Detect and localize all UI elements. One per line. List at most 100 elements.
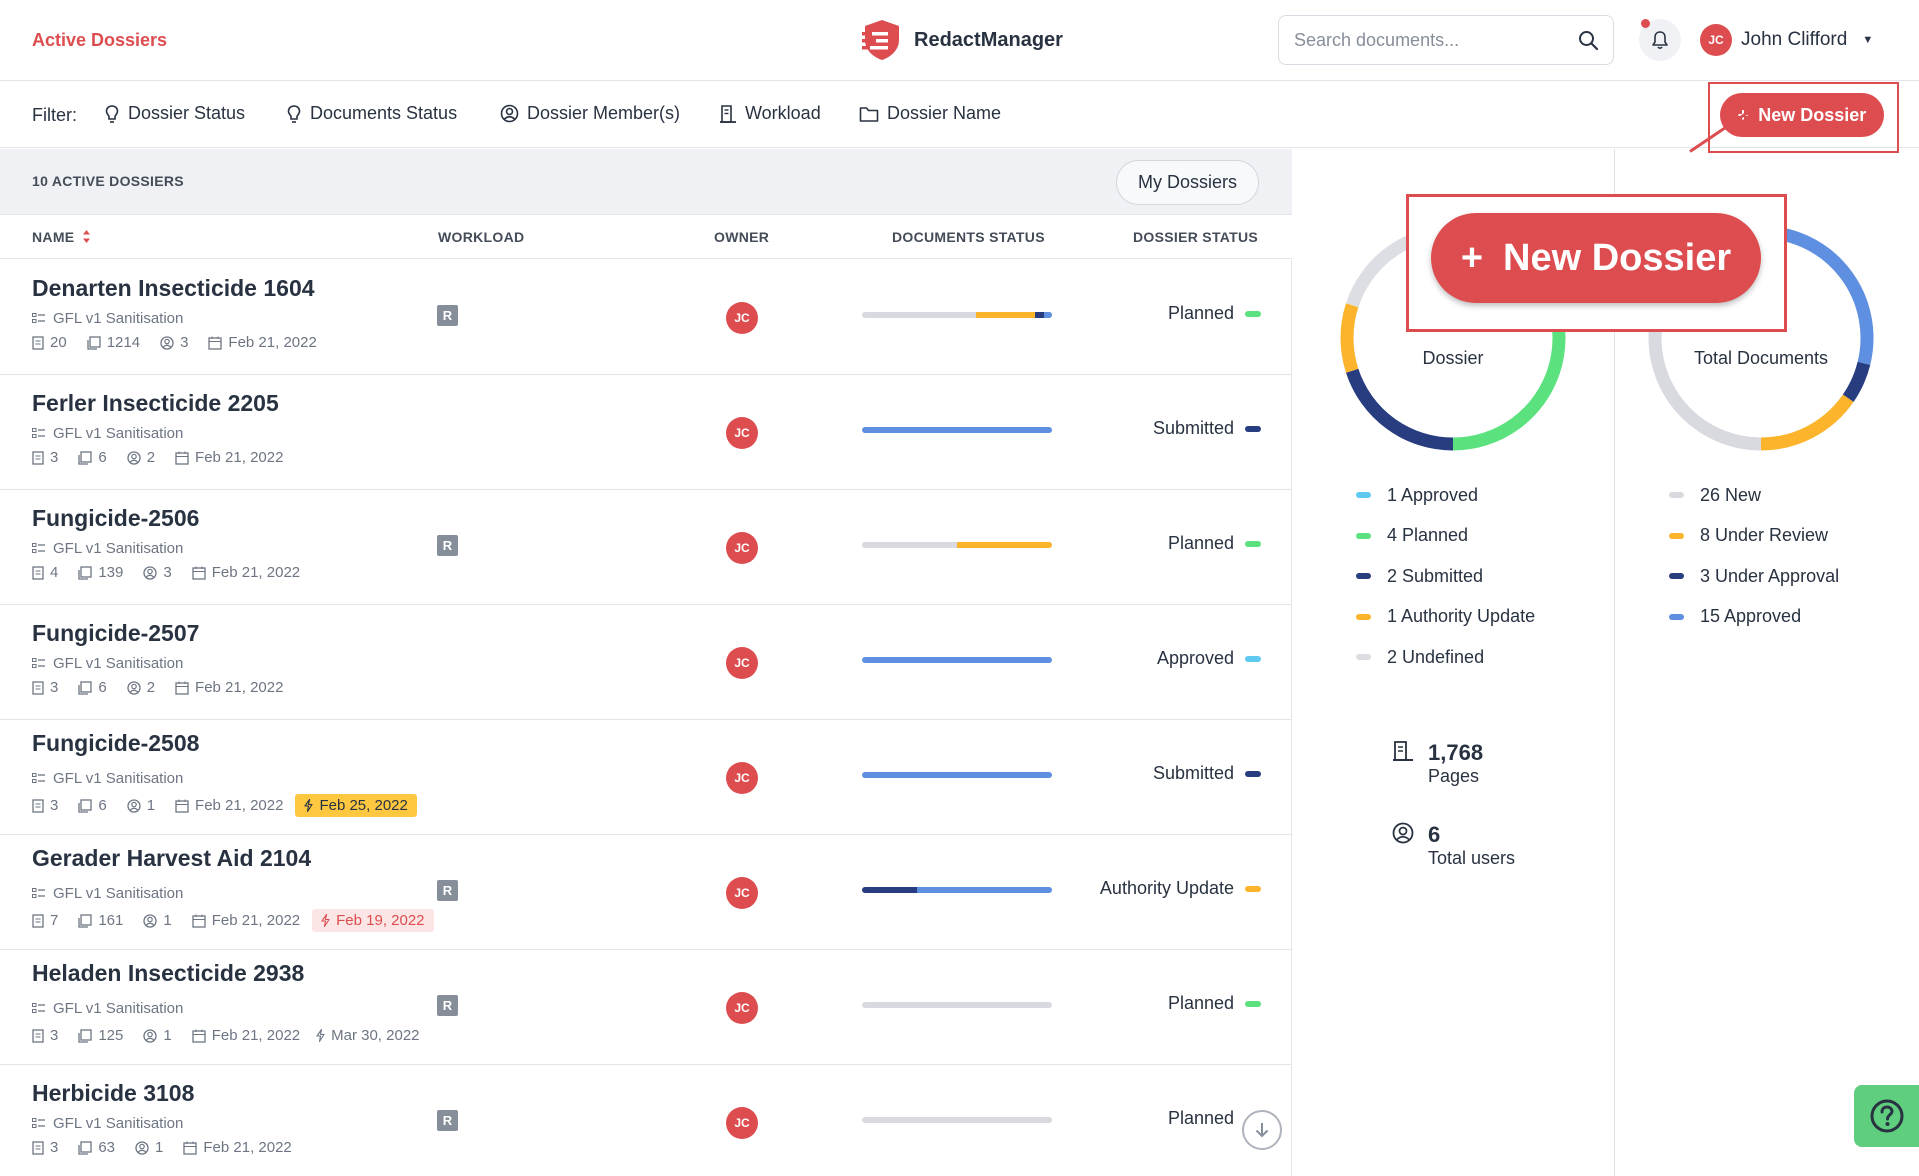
active-dossiers-count: 10 ACTIVE DOSSIERS [32,173,184,189]
documents-status-bar[interactable] [862,772,1052,778]
legend-item[interactable]: 1 Authority Update [1356,597,1535,638]
donut-segment-approved[interactable] [1760,225,1874,365]
owner-avatar[interactable]: JC [726,1107,758,1139]
legend-color [1356,532,1371,539]
owner-avatar[interactable]: JC [726,992,758,1024]
dossier-name[interactable]: Denarten Insecticide 1604 [32,275,315,301]
documents-status-bar[interactable] [862,312,1052,318]
dossier-status[interactable]: Approved [1157,648,1261,669]
owner-avatar[interactable]: JC [726,417,758,449]
table-row[interactable]: Ferler Insecticide 2205 GFL v1 Sanitisat… [0,375,1291,490]
notifications-button[interactable] [1639,19,1681,61]
dossier-status-indicator [1245,770,1261,777]
owner-avatar[interactable]: JC [726,762,758,794]
dossier-name[interactable]: Heladen Insecticide 2938 [32,960,305,986]
documents-status-bar[interactable] [862,1117,1052,1123]
dossier-name[interactable]: Gerader Harvest Aid 2104 [32,845,312,871]
files-count: 20 [50,334,67,351]
due-date: Feb 19, 2022 [336,912,425,929]
user-menu[interactable]: JC John Clifford ▼ [1700,24,1873,56]
filter-dossier-status[interactable]: Dossier Status [104,103,245,124]
table-row[interactable]: Gerader Harvest Aid 2104 GFL v1 Sanitisa… [0,835,1291,950]
dossier-status[interactable]: Authority Update [1100,878,1261,899]
files-count: 4 [50,564,59,581]
table-row[interactable]: Denarten Insecticide 1604 GFL v1 Sanitis… [0,260,1291,375]
filter-workload[interactable]: Workload [719,103,821,124]
dossier-name[interactable]: Ferler Insecticide 2205 [32,390,279,416]
owner-avatar[interactable]: JC [726,647,758,679]
legend-label: 26 New [1700,484,1762,505]
search-input[interactable] [1294,29,1578,51]
legend-item[interactable]: 2 Undefined [1356,637,1535,678]
dossier-stats: 20 1214 3 Feb 21, 2022 [32,334,317,351]
dossier-status[interactable]: Submitted [1153,763,1261,784]
my-dossiers-button[interactable]: My Dossiers [1116,160,1259,205]
scroll-down-button[interactable] [1242,1110,1282,1150]
legend-item[interactable]: 3 Under Approval [1669,556,1839,597]
documents-status-bar[interactable] [862,427,1052,433]
legend-item[interactable]: 1 Approved [1356,475,1535,516]
documents-status-bar[interactable] [862,542,1052,548]
donut-segment-under-approval[interactable] [1842,361,1871,402]
user-name: John Clifford [1741,29,1848,50]
owner-avatar[interactable]: JC [726,532,758,564]
document-icon [32,913,44,928]
documents-status-bar[interactable] [862,1002,1052,1008]
owner-avatar[interactable]: JC [726,877,758,909]
files-count: 7 [50,912,59,929]
filter-dossier-members[interactable]: Dossier Member(s) [500,103,680,124]
documents-status-segment [917,887,1052,893]
legend-item[interactable]: 4 Planned [1356,516,1535,557]
donut-segment-authority-update[interactable] [1340,303,1359,373]
documents-status-segment [862,887,918,893]
table-row[interactable]: Fungicide-2508 GFL v1 Sanitisation 3 6 1… [0,720,1291,835]
table-row[interactable]: Heladen Insecticide 2938 GFL v1 Sanitisa… [0,950,1291,1065]
owner-avatar[interactable]: JC [726,302,758,334]
documents-status-bar[interactable] [862,657,1052,663]
legend-item[interactable]: 15 Approved [1669,597,1839,638]
legend-item[interactable]: 8 Under Review [1669,516,1839,557]
brand[interactable]: RedactManager [862,18,1063,62]
filter-dossier-members-label: Dossier Member(s) [527,103,681,123]
files-count: 3 [50,449,59,466]
new-dossier-zoomed-label: New Dossier [1503,236,1732,279]
dossier-status-label: Planned [1167,993,1234,1013]
members-icon [160,335,174,350]
dossier-name[interactable]: Fungicide-2506 [32,505,200,531]
dossier-stats: 3 6 2 Feb 21, 2022 [32,449,283,466]
workload-badge: R [437,305,458,326]
search-box[interactable] [1278,15,1614,65]
legend-item[interactable]: 2 Submitted [1356,556,1535,597]
column-owner: OWNER [714,229,770,245]
help-button[interactable] [1854,1085,1919,1147]
table-row[interactable]: Fungicide-2507 GFL v1 Sanitisation 3 6 2… [0,605,1291,720]
dossier-status[interactable]: Planned [1168,533,1261,554]
search-icon[interactable] [1578,30,1599,51]
dossier-status[interactable]: Planned [1168,303,1261,324]
table-row[interactable]: Herbicide 3108 GFL v1 Sanitisation 3 63 … [0,1065,1291,1176]
users-caption: Total users [1428,848,1516,868]
legend-item[interactable]: 26 New [1669,475,1839,516]
filter-dossier-name[interactable]: Dossier Name [859,103,1001,124]
dossier-name[interactable]: Fungicide-2508 [32,730,200,756]
breadcrumb-active-dossiers[interactable]: Active Dossiers [32,30,168,50]
new-dossier-button[interactable]: + New Dossier [1720,93,1884,137]
legend-label: 4 Planned [1387,525,1469,546]
donut-segment-under-review[interactable] [1760,394,1854,451]
dossier-status[interactable]: Submitted [1153,418,1261,439]
column-name[interactable]: NAME [32,229,91,245]
new-dossier-button-zoomed[interactable]: + New Dossier [1431,213,1761,303]
filter-documents-status[interactable]: Documents Status [286,103,457,124]
dossier-status[interactable]: Planned [1168,993,1261,1014]
template-label: GFL v1 Sanitisation [53,310,184,327]
table-row[interactable]: Fungicide-2506 GFL v1 Sanitisation 4 139… [0,490,1291,605]
dossier-name[interactable]: Herbicide 3108 [32,1080,195,1106]
donut-segment-submitted[interactable] [1346,368,1454,451]
highlight-box-zoom: + New Dossier [1406,194,1787,332]
user-avatar: JC [1700,24,1732,56]
dossier-status-label: Planned [1167,1108,1234,1128]
documents-status-bar[interactable] [862,887,1052,893]
documents-status-segment [1034,312,1045,318]
bell-icon [1652,31,1668,50]
dossier-name[interactable]: Fungicide-2507 [32,620,200,646]
